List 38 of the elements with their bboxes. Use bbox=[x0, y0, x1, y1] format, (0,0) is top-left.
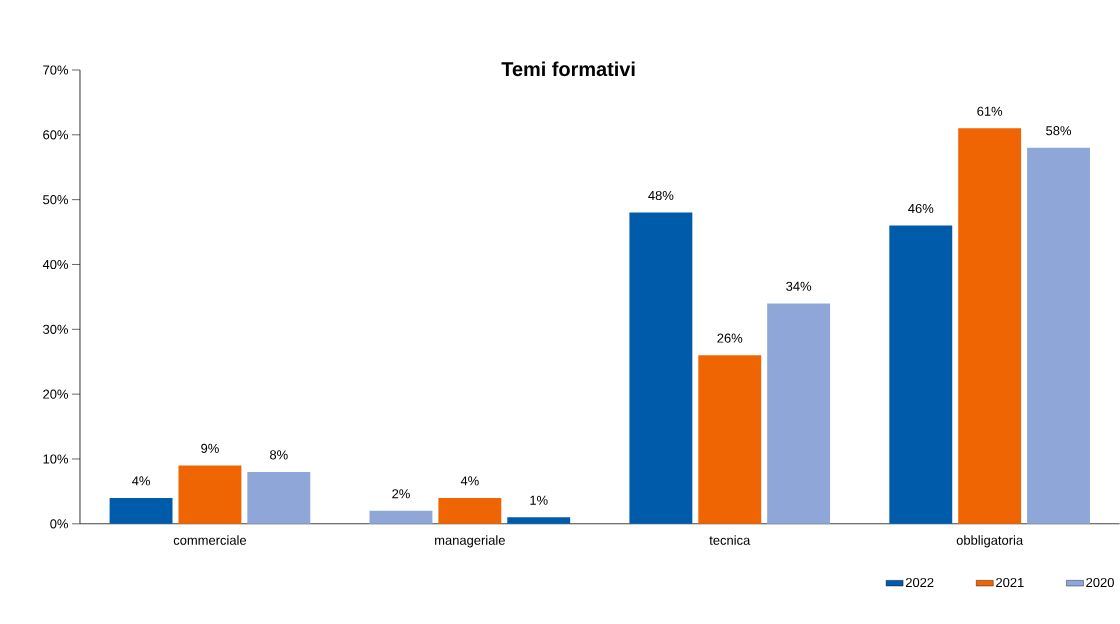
x-tick-label: obbligatoria bbox=[956, 535, 1024, 548]
bar bbox=[247, 472, 311, 524]
data-label: 61% bbox=[977, 106, 1003, 116]
data-label: 48% bbox=[648, 191, 674, 201]
data-label: 46% bbox=[908, 204, 934, 214]
data-label: 8% bbox=[270, 450, 288, 460]
bar bbox=[178, 465, 242, 524]
bar bbox=[438, 497, 502, 524]
legend-label: 2022 bbox=[905, 578, 934, 588]
bar bbox=[889, 225, 953, 524]
bar bbox=[958, 128, 1022, 524]
data-label: 2% bbox=[392, 489, 410, 499]
y-tick-label: 60% bbox=[43, 130, 68, 140]
bar bbox=[109, 497, 173, 524]
x-tick-label: commerciale bbox=[173, 535, 247, 545]
bar bbox=[629, 212, 693, 524]
data-label: 4% bbox=[132, 476, 150, 486]
data-label: 4% bbox=[460, 476, 479, 486]
data-label: 9% bbox=[201, 443, 219, 454]
data-label: 58% bbox=[1046, 126, 1072, 136]
legend-label: 2021 bbox=[996, 578, 1024, 588]
data-label: 34% bbox=[786, 281, 812, 291]
data-label: 26% bbox=[717, 333, 743, 343]
y-tick-label: 0% bbox=[50, 519, 69, 529]
x-tick-label: tecnica bbox=[709, 535, 751, 545]
bar bbox=[1027, 147, 1090, 524]
y-tick-label: 10% bbox=[43, 454, 68, 464]
y-tick-label: 30% bbox=[43, 324, 68, 334]
chart-title: Temi formativi bbox=[501, 61, 635, 77]
y-tick-label: 70% bbox=[43, 65, 68, 75]
bar bbox=[698, 355, 762, 524]
legend-label: 2020 bbox=[1086, 578, 1114, 588]
y-tick-label: 40% bbox=[42, 260, 68, 270]
y-tick-label: 20% bbox=[43, 389, 68, 399]
bar bbox=[767, 303, 831, 524]
data-label: 1% bbox=[530, 495, 548, 505]
x-tick-label: manageriale bbox=[435, 535, 505, 548]
y-tick-label: 50% bbox=[43, 195, 68, 205]
